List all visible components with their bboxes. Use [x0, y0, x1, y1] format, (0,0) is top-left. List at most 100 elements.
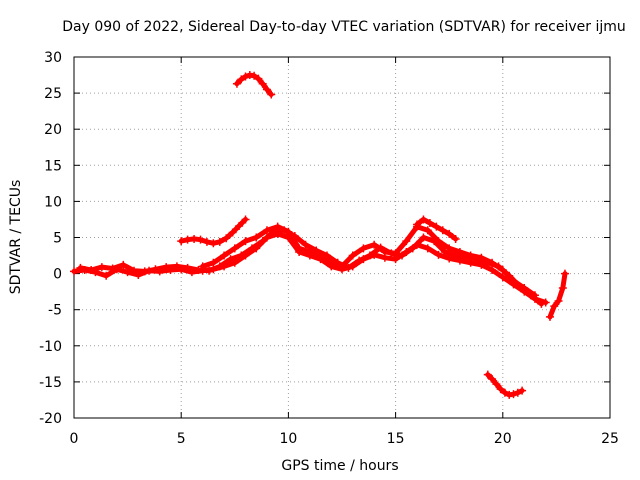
data-point — [488, 375, 497, 384]
data-point — [338, 262, 346, 271]
data-point — [301, 240, 310, 249]
data-point — [273, 222, 282, 231]
data-point — [267, 90, 276, 99]
data-point — [230, 244, 239, 253]
data-point — [558, 284, 567, 293]
data-point — [402, 237, 411, 246]
data-point — [425, 219, 434, 228]
series-track-low — [70, 229, 550, 307]
data-point — [241, 237, 250, 246]
data-series — [70, 71, 569, 399]
data-point — [466, 251, 475, 260]
data-point — [226, 255, 235, 264]
data-point — [530, 291, 539, 300]
data-point — [419, 233, 428, 242]
data-point — [162, 263, 171, 272]
data-point — [183, 263, 192, 272]
data-point — [108, 264, 117, 273]
data-point — [391, 249, 400, 258]
data-point — [172, 262, 181, 271]
data-point — [451, 234, 460, 243]
data-point — [87, 265, 96, 274]
data-point — [370, 240, 379, 249]
data-point — [488, 258, 497, 267]
y-tick-label: 0 — [53, 267, 62, 283]
y-tick-label: 15 — [44, 158, 62, 174]
series-track-top — [232, 71, 276, 99]
data-point — [434, 237, 443, 246]
data-point — [262, 226, 271, 235]
series-track-high — [198, 222, 539, 300]
y-tick-label: -10 — [39, 339, 62, 355]
data-point — [235, 221, 244, 230]
data-point — [196, 235, 205, 244]
data-point — [432, 222, 441, 231]
data-point — [413, 220, 422, 229]
data-point — [419, 215, 428, 224]
data-point — [359, 244, 368, 253]
y-tick-label: 10 — [44, 194, 62, 210]
y-tick-label: 5 — [53, 231, 62, 247]
data-point — [70, 267, 78, 276]
data-point — [445, 229, 454, 238]
data-point — [151, 265, 160, 274]
data-point — [550, 302, 559, 311]
data-point — [498, 265, 507, 274]
data-point — [398, 251, 407, 260]
data-point — [483, 370, 492, 379]
data-point — [537, 299, 546, 308]
data-point — [241, 72, 250, 81]
data-point — [284, 227, 293, 236]
data-point — [76, 263, 85, 272]
data-point — [209, 258, 218, 267]
y-tick-label: -15 — [39, 375, 62, 391]
data-point — [355, 256, 364, 265]
data-point — [202, 237, 211, 246]
data-point — [220, 251, 229, 260]
x-axis-label: GPS time / hours — [281, 458, 398, 474]
data-point — [305, 247, 314, 256]
data-point — [434, 250, 443, 259]
y-tick-label: -5 — [48, 303, 62, 319]
x-tick-label: 5 — [177, 431, 186, 447]
data-point — [241, 215, 250, 224]
data-point — [205, 266, 214, 275]
data-point — [215, 262, 224, 271]
data-point — [198, 262, 207, 271]
data-point — [209, 239, 218, 248]
data-point — [445, 244, 454, 253]
data-point — [344, 263, 353, 272]
data-point — [250, 71, 259, 80]
y-tick-label: 20 — [44, 122, 62, 138]
data-point — [492, 380, 501, 389]
data-point — [327, 258, 336, 267]
data-point — [509, 390, 518, 399]
data-point — [423, 226, 432, 235]
data-point — [237, 75, 246, 84]
data-point — [520, 284, 529, 293]
y-tick-label: -20 — [39, 411, 62, 427]
data-point — [440, 247, 449, 256]
data-point — [423, 244, 432, 253]
data-point — [97, 263, 106, 272]
grid — [74, 57, 610, 418]
data-point — [500, 388, 509, 397]
chart-title: Day 090 of 2022, Sidereal Day-to-day VTE… — [62, 19, 626, 35]
data-point — [518, 386, 527, 395]
x-tick-label: 20 — [494, 431, 512, 447]
data-point — [215, 237, 224, 246]
y-tick-label: 30 — [44, 50, 62, 66]
data-point — [509, 276, 518, 285]
data-point — [254, 74, 263, 83]
data-point — [262, 85, 271, 94]
data-point — [496, 385, 505, 394]
data-point — [365, 251, 374, 260]
x-tick-label: 0 — [70, 431, 79, 447]
y-tick-label: 25 — [44, 86, 62, 102]
series-track-tail — [545, 269, 569, 321]
x-tick-label: 15 — [387, 431, 405, 447]
data-point — [295, 244, 304, 253]
data-point — [513, 388, 522, 397]
data-point — [408, 244, 417, 253]
